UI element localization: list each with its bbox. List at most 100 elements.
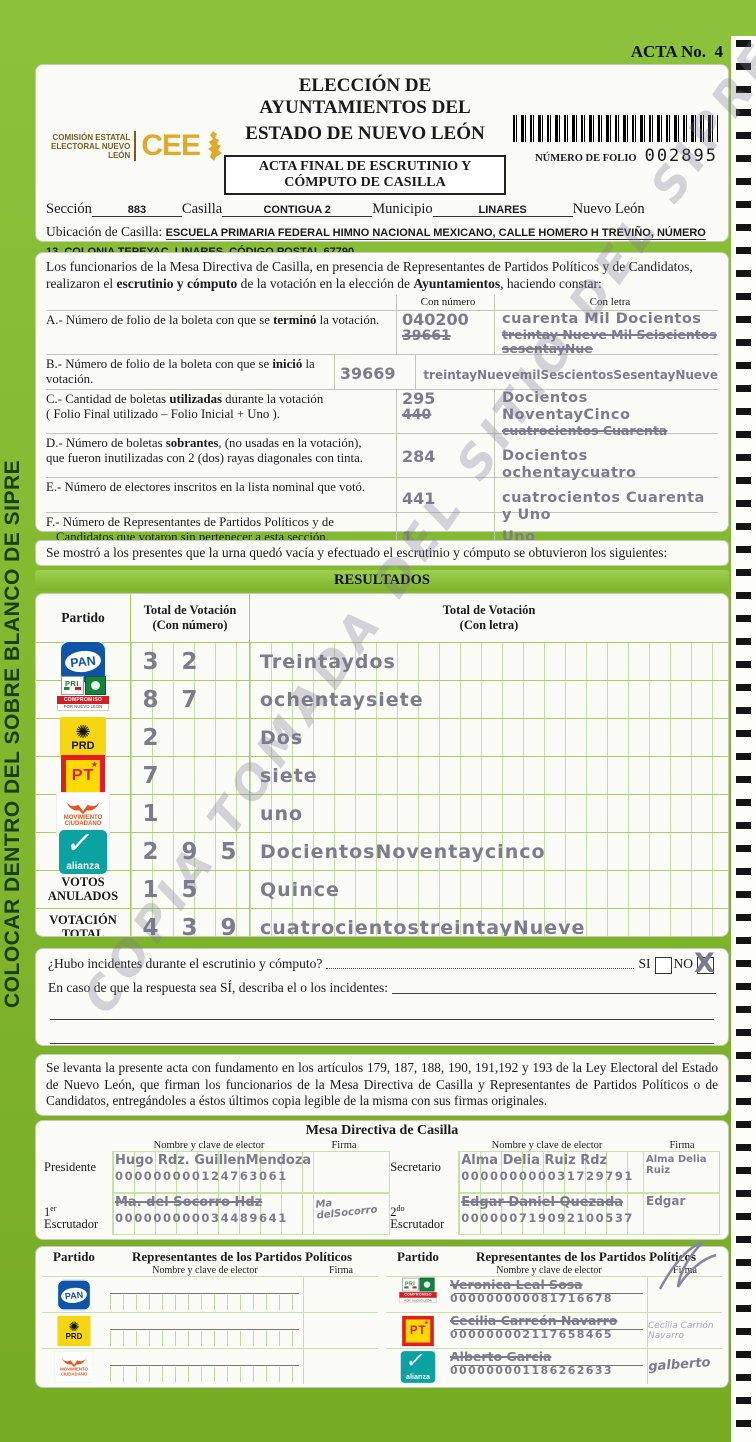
digit: 3	[181, 914, 198, 937]
row-E: E.- Número de electores inscritos en la …	[46, 477, 718, 523]
label-C: C.- Cantidad de boletas	[46, 392, 170, 406]
result-words: Treintaydos	[260, 650, 396, 673]
rep-row-mc: MOVIMIENTO CIUDADANO	[42, 1348, 378, 1384]
folio-number: 002895	[644, 146, 718, 166]
pvem-logo	[84, 675, 106, 695]
value-C-number-struck: 440	[402, 407, 432, 423]
clave-ticks	[110, 1330, 299, 1346]
form-title-line2: ESTADO DE NUEVO LEÓN	[245, 123, 485, 144]
mc-eagle-icon	[66, 801, 100, 814]
prd-logo-text: PRD	[65, 1331, 83, 1341]
digit: 1	[142, 800, 159, 827]
movimiento-ciudadano-logo: MOVIMIENTO CIUDADANO	[56, 791, 110, 836]
pt-star-icon: ★	[423, 1318, 429, 1326]
intro-pre: Los funcionarios de la Mesa Directiva de…	[46, 259, 693, 291]
name-line	[454, 1365, 643, 1367]
alianza-logo: ✓ alianza	[400, 1347, 436, 1383]
digit: 5	[181, 876, 198, 903]
value-C-words-struck: cuatrocientos Cuarenta	[502, 423, 668, 438]
results-header-row: Partido Total de Votación (Con número) To…	[36, 594, 728, 643]
role-secretario: Secretario	[390, 1160, 441, 1174]
alianza-check-icon: ✓	[403, 1347, 428, 1373]
digit: 9	[220, 914, 237, 937]
intro-mid: de la votación en la elección de	[237, 275, 414, 291]
reps-col-partido: Partido	[397, 1249, 439, 1264]
name-line	[454, 1293, 643, 1295]
role-escrutador-2: Escrutador	[390, 1217, 445, 1232]
digit: 7	[181, 686, 198, 713]
label-A-bold: terminó	[273, 313, 317, 327]
acta-number-label: ACTA No.	[630, 42, 706, 61]
digit: 3	[142, 648, 159, 675]
results-table: Partido Total de Votación (Con número) To…	[35, 593, 729, 937]
pt-logo-text: PT	[71, 766, 95, 784]
side-instruction-label: COLOCAR DENTRO DEL SOBRE BLANCO DE SIPRE	[1, 459, 24, 1008]
col-con-numero: Con número	[396, 295, 494, 310]
mesa-row-2do-escrutador: 2do Escrutador Edgar Daniel Quezada 000000…	[390, 1193, 720, 1235]
row-B: B.- Número de folio de la boleta con que…	[46, 354, 718, 389]
value-D-number: 284	[402, 447, 436, 466]
row-C: C.- Cantidad de boletas utilizadas duran…	[46, 389, 718, 438]
reps-col-partido: Partido	[53, 1249, 95, 1264]
votacion-total-label-2: TOTAL	[61, 926, 105, 937]
intro-bold1: escrutinio y cómputo	[116, 275, 238, 291]
compromiso-band-text: COMPROMISO	[57, 695, 109, 704]
role-presidente: Presidente	[44, 1160, 97, 1174]
mesa-col-nombre: Nombre y clave de elector	[153, 1140, 265, 1151]
result-words: Quince	[260, 878, 340, 901]
mc-eagle-icon	[61, 1357, 87, 1367]
prd-sun-icon: ✺	[68, 1318, 80, 1334]
value-A-number-struck: 39661	[402, 328, 451, 344]
legal-paragraph: Se levanta la presente acta con fundamen…	[35, 1054, 729, 1116]
pt-logo: PT ★	[402, 1315, 434, 1346]
rep-pt-firma: Cecilia Carrión Navarro	[648, 1321, 714, 1341]
mesa-col-firma: Firma	[331, 1140, 357, 1151]
mesa-col-firma: Firma	[669, 1140, 695, 1151]
votos-anulados-label-2: ANULADOS	[47, 888, 119, 903]
alianza-logo-text: alianza	[66, 860, 100, 872]
digit: 7	[142, 762, 159, 789]
municipio-value: LINARES	[432, 204, 573, 217]
municipio-label: Municipio	[372, 201, 433, 217]
value-C-number: 295	[402, 389, 436, 408]
seccion-label: Sección	[46, 201, 92, 217]
form-subtitle: ACTA FINAL DE ESCRUTINIO Y CÓMPUTO DE CA…	[224, 155, 506, 195]
mc-logo-text-1: MOVIMIENTO	[63, 814, 103, 821]
role-num: 1	[44, 1205, 51, 1220]
blank-line-2	[50, 1020, 714, 1044]
reps-col-nombre: Nombre y clave de elector	[496, 1265, 602, 1276]
escrutador1-name: Ma. del Socorro Hdz	[115, 1195, 263, 1210]
no-checkbox: X	[694, 948, 715, 979]
dotted-leader	[326, 968, 635, 969]
mc-logo-text-2: CIUDADANO	[60, 1371, 88, 1377]
result-words: uno	[260, 802, 304, 825]
blank-line-1	[50, 996, 714, 1020]
label-D: D.- Número de boletas	[46, 436, 166, 450]
escrutador2-name: Edgar Daniel Quezada	[461, 1195, 624, 1210]
blank-name-line	[110, 1365, 299, 1367]
presidente-clave: 000000000124763061	[115, 1169, 288, 1183]
label-D-bold: sobrantes	[165, 436, 219, 450]
prd-logo: ✺ PRD	[60, 716, 106, 759]
rep-alianza-firma: galberto	[647, 1355, 711, 1375]
escrutador1-clave: 000000000034489641	[115, 1211, 288, 1225]
label-C-line2: ( Folio Final utilizado – Folio Inicial …	[46, 406, 280, 421]
row-D: D.- Número de boletas sobrantes, (no usa…	[46, 433, 718, 481]
alianza-logo-text: alianza	[405, 1372, 431, 1381]
value-A-words: cuarenta Mil Docientos	[502, 311, 702, 327]
describe-line	[392, 993, 716, 994]
rep-row-pan: PAN	[42, 1276, 378, 1312]
casilla-label: Casilla	[181, 201, 223, 217]
perforation-strip	[731, 36, 756, 1442]
reps-title: Representantes de los Partidos Políticos	[475, 1249, 697, 1264]
result-words: siete	[260, 764, 318, 787]
value-E-number: 441	[402, 489, 436, 508]
cee-acronym: CEE	[134, 131, 201, 161]
label-D-post: , (no usadas en la votación),	[218, 436, 362, 450]
digit: 8	[142, 686, 159, 713]
result-row-mc: MOVIMIENTO CIUDADANO 1 uno	[36, 791, 728, 836]
incidents-describe-label: En caso de que la respuesta sea SÍ, desc…	[48, 980, 389, 995]
value-B-words: treintayNuevemilSescientosSesentayNueve	[423, 368, 718, 382]
